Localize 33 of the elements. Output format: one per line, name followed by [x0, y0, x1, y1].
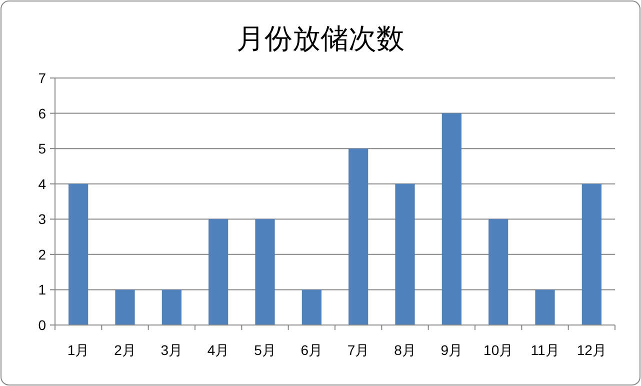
x-tick-label: 5月 [254, 342, 276, 358]
y-tick-label: 3 [38, 211, 46, 228]
y-tick-label: 0 [38, 317, 46, 333]
bar [395, 184, 415, 325]
bar [488, 219, 508, 325]
x-tick-label: 8月 [394, 342, 416, 358]
bar [302, 290, 322, 325]
x-tick-label: 11月 [530, 342, 560, 358]
bar [208, 219, 228, 325]
bar [535, 290, 555, 325]
x-tick-label: 2月 [114, 342, 136, 358]
x-tick-label: 10月 [484, 342, 514, 358]
x-tick-label: 6月 [300, 342, 323, 358]
y-tick-label: 2 [38, 246, 46, 262]
chart-title: 月份放储次数 [236, 23, 404, 54]
y-tick-label: 6 [38, 105, 46, 122]
y-tick-label: 4 [38, 176, 46, 192]
bar [348, 148, 368, 325]
bar [115, 290, 135, 325]
x-tick-label: 1月 [67, 342, 90, 358]
bar [442, 113, 462, 325]
bar [68, 184, 88, 325]
y-tick-label: 1 [38, 282, 46, 298]
x-tick-label: 3月 [160, 342, 183, 358]
y-tick-label: 5 [38, 140, 46, 157]
x-tick-label: 12月 [576, 342, 606, 358]
bar [582, 184, 602, 325]
x-tick-label: 9月 [440, 342, 463, 358]
bar [162, 290, 182, 325]
x-tick-label: 4月 [207, 342, 230, 358]
y-tick-label: 7 [38, 70, 46, 86]
x-tick-label: 7月 [347, 342, 370, 358]
bar [255, 219, 275, 325]
